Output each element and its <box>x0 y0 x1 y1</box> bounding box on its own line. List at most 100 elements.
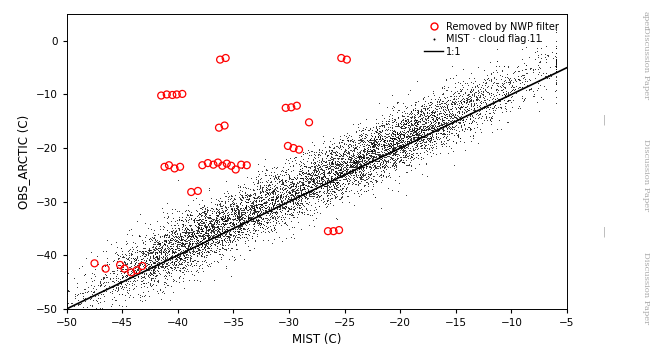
Point <box>281 171 292 177</box>
Point <box>316 181 327 187</box>
Point <box>430 124 441 130</box>
Point <box>486 114 497 119</box>
Point <box>327 163 338 168</box>
Point <box>337 190 348 195</box>
Point <box>349 158 360 164</box>
Point <box>171 257 182 262</box>
Point <box>182 226 193 232</box>
Point <box>211 230 222 236</box>
Point <box>380 127 390 133</box>
Point <box>219 220 230 226</box>
Point <box>431 117 442 122</box>
Point <box>207 227 217 233</box>
Point <box>219 222 229 227</box>
Point <box>185 222 196 227</box>
Point <box>344 176 354 181</box>
Point <box>488 101 498 107</box>
Point <box>309 160 320 166</box>
Point <box>299 198 310 204</box>
Point <box>269 217 280 222</box>
Point <box>540 52 550 57</box>
Point <box>358 166 369 172</box>
Point <box>219 217 230 223</box>
Point <box>199 245 209 250</box>
Point <box>241 185 251 191</box>
Point <box>115 269 126 274</box>
Point <box>457 104 468 110</box>
Point <box>265 200 275 206</box>
Point <box>394 128 405 134</box>
Point <box>421 160 432 166</box>
Point <box>272 198 283 203</box>
Point <box>417 133 428 139</box>
Point <box>209 250 220 255</box>
Point <box>340 160 351 165</box>
Point <box>354 172 365 178</box>
Point <box>306 153 317 158</box>
Point <box>534 108 545 113</box>
Point <box>327 148 338 153</box>
Point <box>329 174 340 180</box>
Point <box>201 263 212 268</box>
Point <box>373 134 384 139</box>
Point <box>260 187 271 192</box>
Point <box>390 144 401 150</box>
Point <box>412 134 423 140</box>
Point <box>91 297 101 303</box>
Point <box>266 208 277 214</box>
Point <box>355 150 366 155</box>
Point <box>482 75 493 80</box>
Point <box>129 267 140 273</box>
Point <box>236 221 247 226</box>
Point <box>253 186 264 192</box>
Point <box>193 188 203 194</box>
Point <box>245 204 256 210</box>
Point <box>492 59 502 64</box>
Point <box>358 163 368 168</box>
Point <box>314 172 325 177</box>
Point <box>402 113 413 118</box>
Point <box>147 248 158 253</box>
Point <box>378 156 389 161</box>
Point <box>307 139 317 145</box>
Point <box>179 244 190 250</box>
Point <box>356 162 366 167</box>
Point <box>433 120 444 126</box>
Point <box>96 282 107 287</box>
Point <box>367 141 378 147</box>
Point <box>161 256 171 261</box>
Point <box>215 214 225 220</box>
Point <box>227 237 238 243</box>
Point <box>386 106 397 111</box>
Point <box>224 228 235 234</box>
Point <box>203 249 214 254</box>
Point <box>400 145 411 150</box>
Point <box>249 187 259 193</box>
Point <box>241 232 251 237</box>
Point <box>329 159 340 165</box>
Point <box>193 232 203 238</box>
Point <box>390 133 401 139</box>
Point <box>184 233 195 239</box>
Point <box>525 66 536 72</box>
Point <box>197 246 207 252</box>
Point <box>236 211 247 217</box>
Point <box>316 180 327 186</box>
Point <box>343 172 354 177</box>
Point <box>388 146 399 151</box>
Point <box>400 131 410 136</box>
Point <box>241 163 252 168</box>
Point <box>388 104 399 109</box>
Point <box>193 252 204 257</box>
Point <box>197 232 208 238</box>
Point <box>217 238 227 244</box>
Point <box>237 192 247 198</box>
Point <box>364 148 374 154</box>
Point <box>159 255 170 261</box>
Point <box>364 137 375 143</box>
Point <box>205 215 215 221</box>
Point <box>189 217 200 223</box>
Point <box>314 180 325 186</box>
Point <box>540 74 550 79</box>
Point <box>133 233 144 238</box>
